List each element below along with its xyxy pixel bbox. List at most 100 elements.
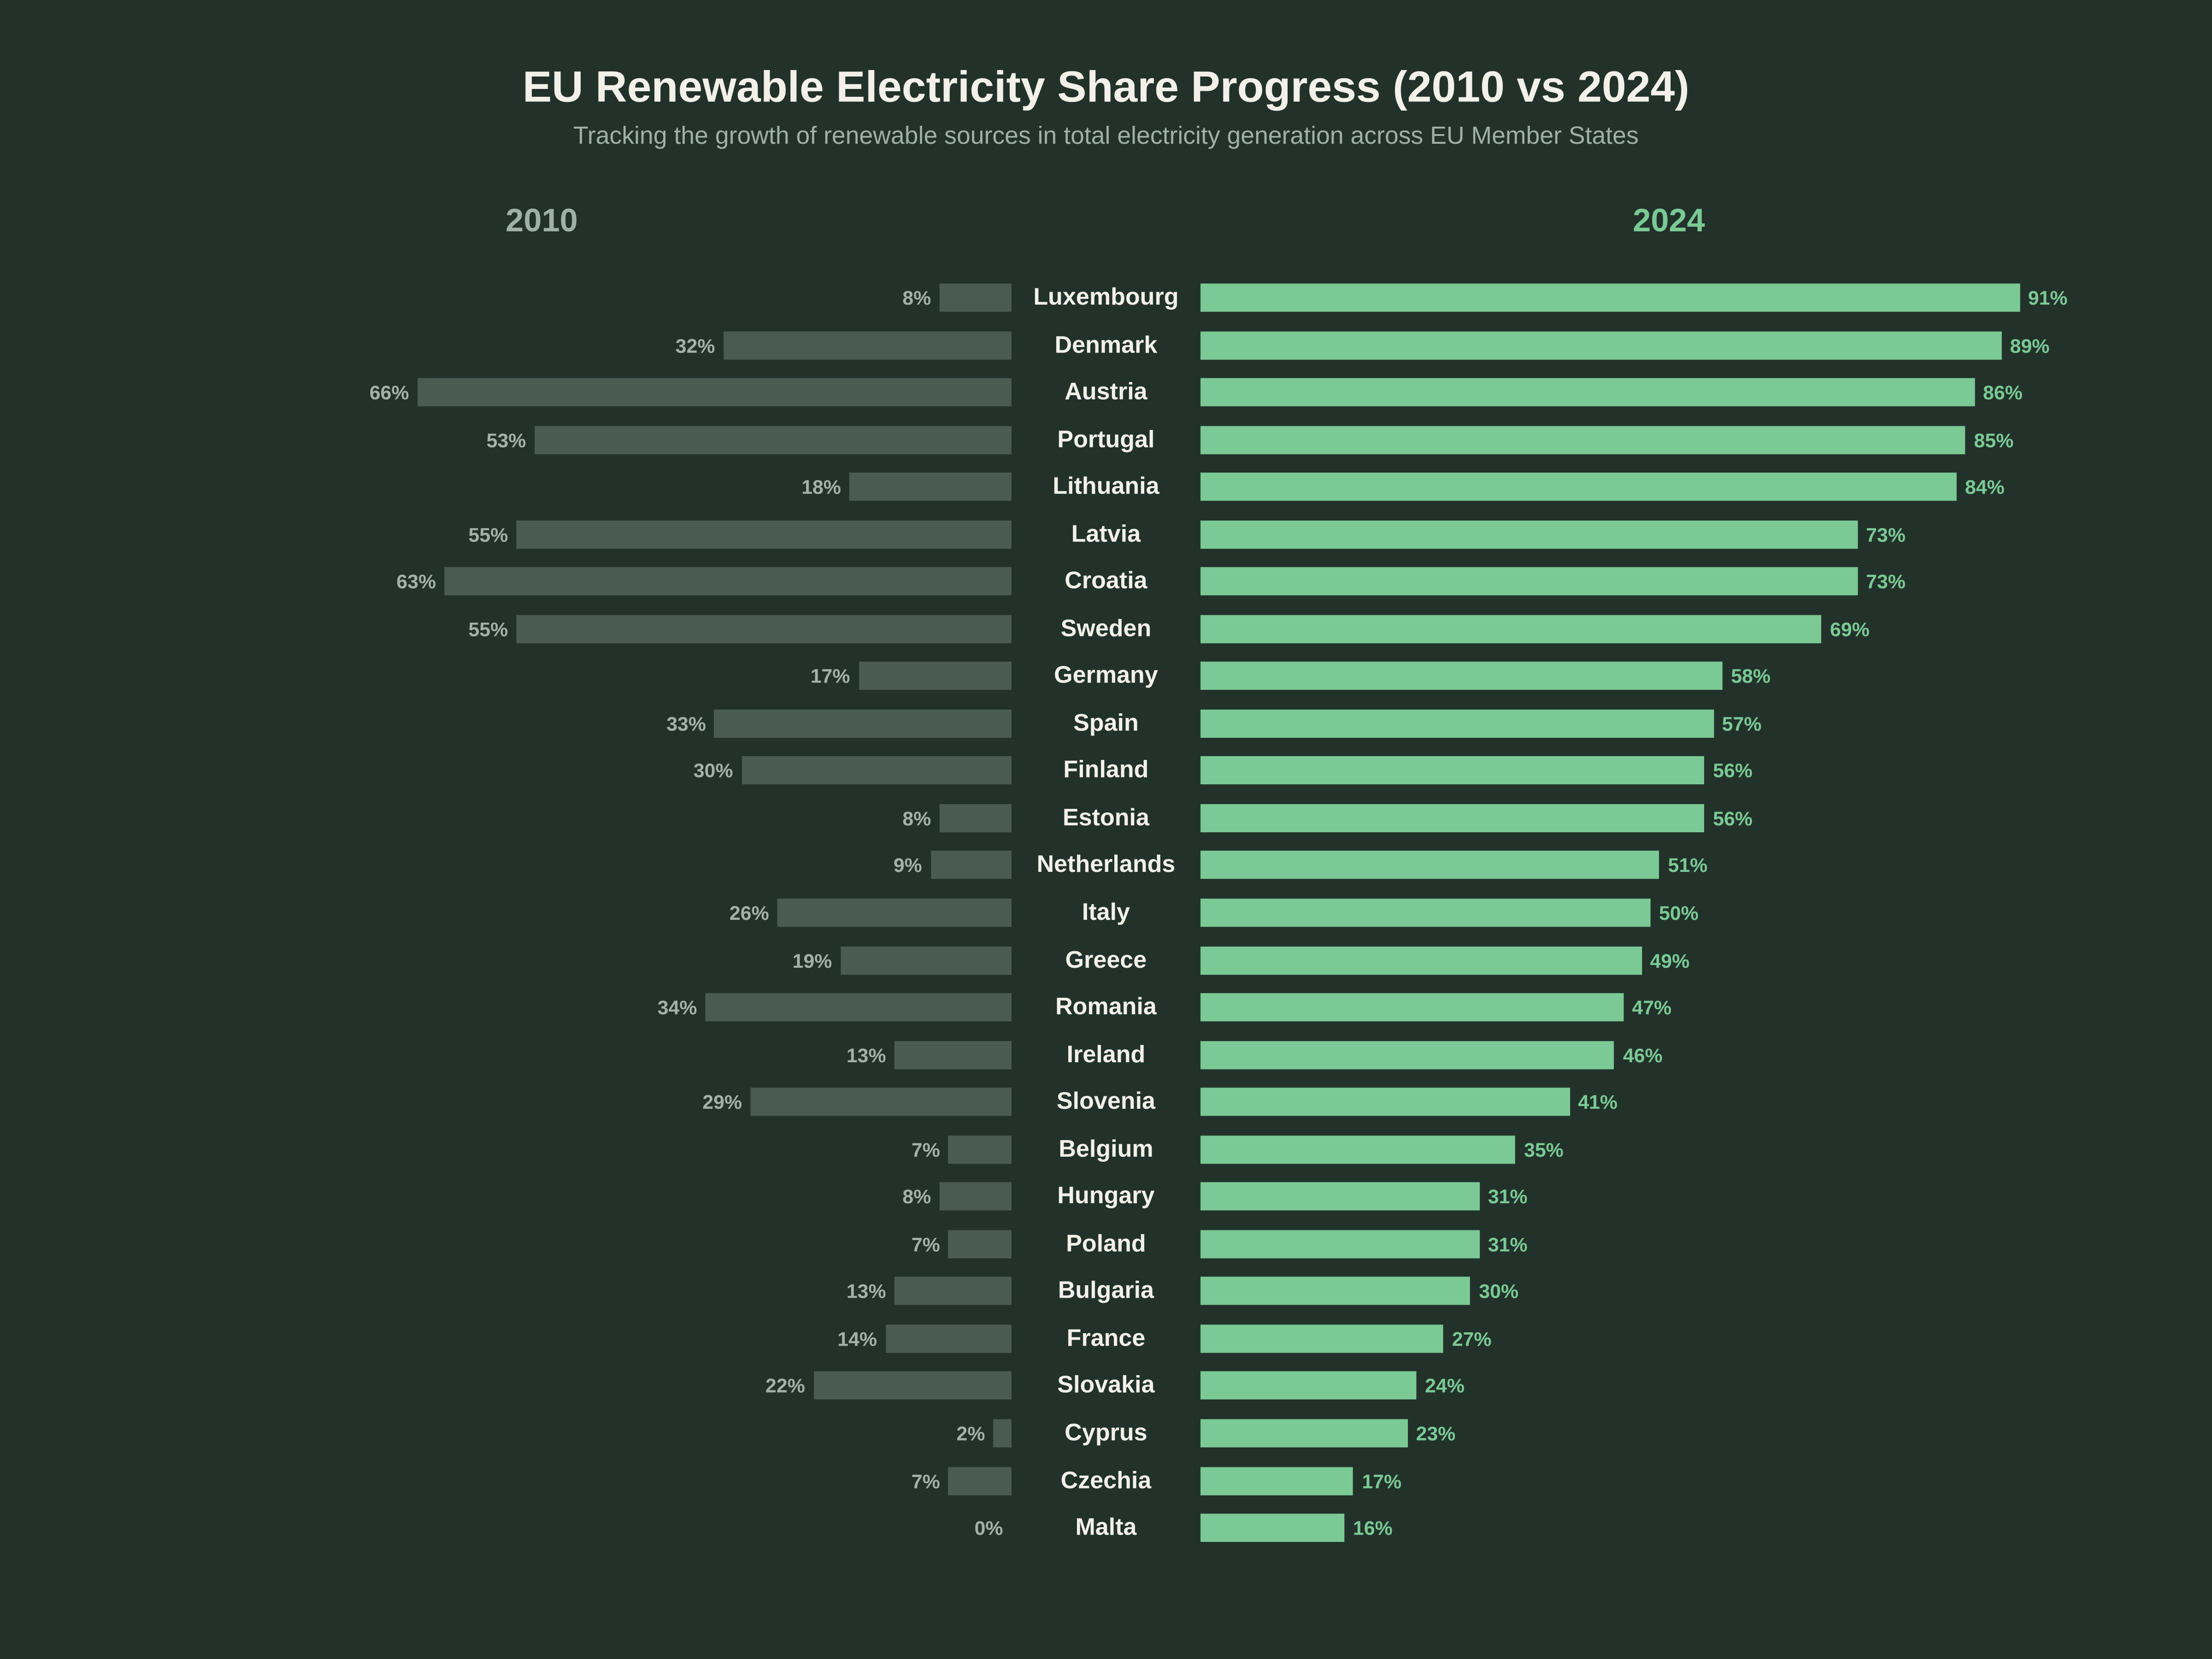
bar-2024 (1200, 1419, 1408, 1447)
value-label-2024: 50% (1659, 901, 1699, 924)
series-header-2010: 2010 (506, 201, 578, 239)
bar-2024 (1200, 756, 1705, 785)
bar-2010 (750, 1088, 1012, 1116)
country-label: Spain (1073, 709, 1139, 736)
bar-2010 (858, 662, 1012, 690)
value-label-2024: 58% (1731, 665, 1771, 688)
value-label-2010: 2% (956, 1422, 985, 1445)
value-label-2010: 7% (911, 1138, 940, 1161)
country-label: Estonia (1062, 804, 1149, 831)
bar-2024 (1200, 899, 1651, 927)
value-label-2024: 73% (1866, 570, 1906, 593)
value-label-2024: 24% (1425, 1374, 1465, 1397)
bar-2010 (516, 520, 1012, 548)
bar-2010 (948, 1466, 1012, 1495)
country-label: Austria (1065, 378, 1147, 405)
bar-2024 (1200, 472, 1957, 501)
bar-2024 (1200, 851, 1660, 880)
value-label-2010: 8% (902, 286, 931, 309)
bar-2024 (1200, 1513, 1345, 1542)
country-label: Croatia (1065, 567, 1147, 594)
value-label-2024: 31% (1488, 1185, 1528, 1208)
bar-2024 (1200, 1324, 1444, 1353)
bar-2024 (1200, 804, 1705, 832)
bar-2010 (705, 993, 1012, 1022)
bar-2010 (723, 330, 1012, 359)
value-label-2010: 8% (902, 806, 931, 830)
bar-2024 (1200, 1041, 1615, 1069)
value-label-2010: 55% (468, 618, 508, 641)
value-label-2010: 30% (693, 759, 733, 782)
country-label: Italy (1082, 899, 1130, 926)
value-label-2024: 27% (1452, 1327, 1492, 1350)
country-label: Hungary (1057, 1182, 1155, 1210)
bar-2024 (1200, 520, 1858, 548)
value-label-2024: 30% (1479, 1280, 1519, 1303)
bar-2024 (1200, 1466, 1354, 1495)
series-header-2024: 2024 (1633, 201, 1705, 239)
country-label: Slovenia (1056, 1088, 1155, 1115)
bar-2024 (1200, 1371, 1417, 1400)
value-label-2024: 86% (1983, 381, 2023, 404)
country-label: Luxembourg (1033, 283, 1179, 311)
value-label-2010: 63% (396, 570, 436, 593)
country-label: Czechia (1060, 1466, 1152, 1494)
bar-2024 (1200, 378, 1975, 406)
value-label-2024: 46% (1623, 1043, 1663, 1066)
value-label-2010: 34% (657, 996, 697, 1019)
value-label-2024: 56% (1713, 806, 1753, 830)
value-label-2024: 85% (1974, 428, 2014, 451)
country-label: Greece (1065, 946, 1147, 973)
bar-2024 (1200, 425, 1966, 454)
bar-2010 (948, 1135, 1012, 1164)
bar-2024 (1200, 709, 1714, 738)
country-label: Lithuania (1053, 472, 1159, 500)
value-label-2010: 33% (666, 712, 706, 735)
value-label-2024: 51% (1668, 854, 1708, 877)
country-label: Sweden (1060, 614, 1152, 642)
bar-2024 (1200, 662, 1723, 690)
value-label-2024: 47% (1632, 996, 1672, 1019)
value-label-2010: 22% (765, 1374, 805, 1397)
value-label-2024: 73% (1866, 523, 1906, 546)
value-label-2024: 84% (1965, 476, 2005, 499)
value-label-2010: 0% (974, 1516, 1003, 1539)
bar-2024 (1200, 614, 1822, 643)
country-label: Germany (1054, 662, 1158, 689)
bar-2010 (939, 283, 1012, 312)
bar-2010 (741, 756, 1012, 785)
bar-2024 (1200, 1182, 1480, 1211)
value-label-2024: 56% (1713, 759, 1753, 782)
bar-2010 (894, 1277, 1012, 1306)
bar-2010 (777, 899, 1012, 927)
value-label-2010: 66% (369, 381, 409, 404)
value-label-2010: 32% (675, 334, 715, 357)
bar-2024 (1200, 1277, 1471, 1306)
bar-2010 (993, 1419, 1012, 1447)
value-label-2010: 13% (846, 1280, 886, 1303)
bar-2010 (417, 378, 1012, 406)
chart-title: EU Renewable Electricity Share Progress … (522, 62, 1689, 112)
country-label: Poland (1066, 1230, 1146, 1257)
country-label: Latvia (1071, 520, 1141, 547)
bar-2024 (1200, 567, 1858, 596)
value-label-2024: 16% (1353, 1516, 1393, 1539)
bar-2024 (1200, 1135, 1516, 1164)
value-label-2010: 14% (837, 1327, 877, 1350)
bar-2010 (840, 946, 1012, 974)
bar-2010 (849, 472, 1012, 501)
value-label-2010: 17% (810, 665, 850, 688)
value-label-2010: 18% (801, 476, 841, 499)
bar-2024 (1200, 1088, 1570, 1116)
value-label-2010: 26% (729, 901, 769, 924)
country-label: Malta (1075, 1513, 1137, 1541)
value-label-2024: 69% (1830, 618, 1870, 641)
value-label-2010: 55% (468, 523, 508, 546)
bar-2010 (534, 425, 1012, 454)
bar-2010 (939, 804, 1012, 832)
value-label-2010: 53% (486, 428, 526, 451)
value-label-2010: 7% (911, 1469, 940, 1492)
value-label-2010: 7% (911, 1232, 940, 1255)
country-label: Finland (1063, 756, 1149, 784)
bar-2010 (894, 1041, 1012, 1069)
